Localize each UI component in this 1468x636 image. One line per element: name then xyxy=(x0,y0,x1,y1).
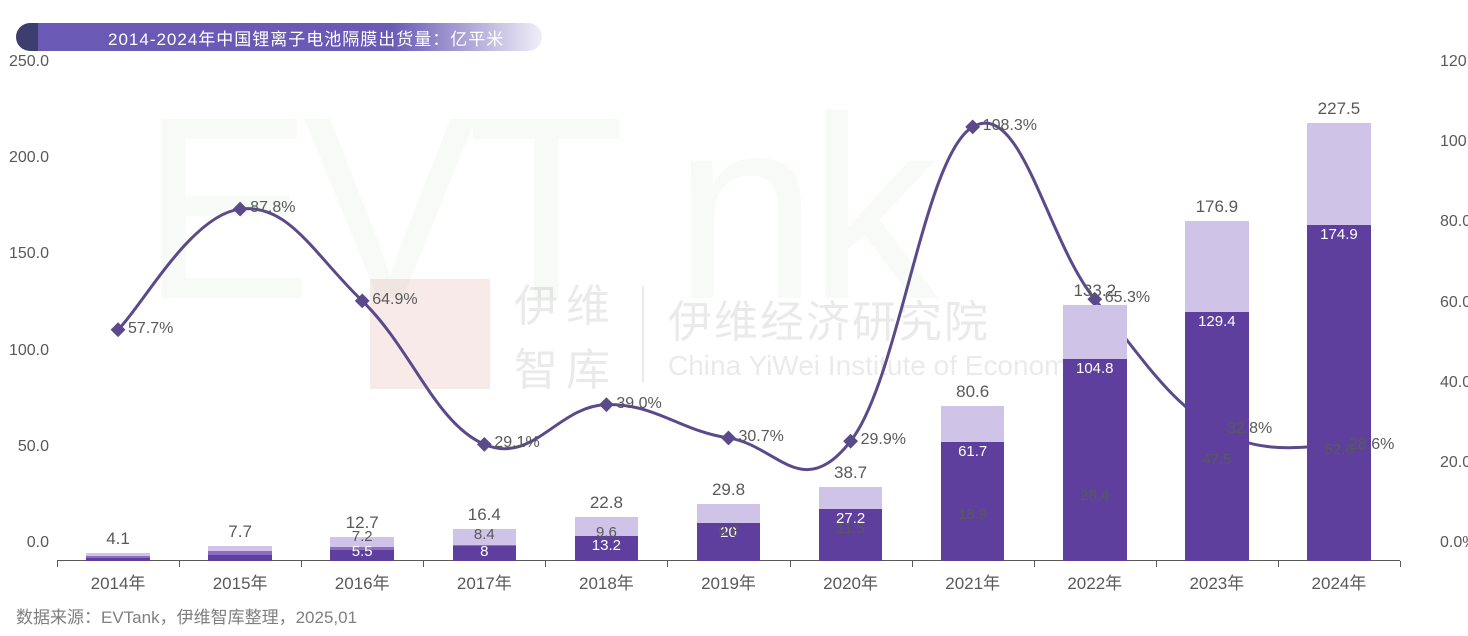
line-value-label: 65.3% xyxy=(1105,289,1150,307)
bar-label-total: 38.7 xyxy=(834,463,867,483)
line-value-label: 29.9% xyxy=(861,431,906,449)
x-tick xyxy=(1400,561,1401,567)
bar-label-dark: 8 xyxy=(480,543,488,560)
y1-tick-label: 50.0 xyxy=(18,438,49,456)
x-tick xyxy=(790,561,791,567)
bar-segment-dark xyxy=(86,558,149,561)
y2-tick-label: 0.0% xyxy=(1440,534,1468,552)
line-marker xyxy=(600,399,612,411)
x-tick xyxy=(545,561,546,567)
line-value-label: 30.7% xyxy=(739,428,784,446)
y1-tick-label: 250.0 xyxy=(9,53,49,71)
chart-source: 数据来源：EVTank，伊维智库整理，2025,01 xyxy=(16,603,357,628)
y1-tick-label: 100.0 xyxy=(9,342,49,360)
x-category-label: 2022年 xyxy=(1067,569,1122,594)
bar-segment-dark xyxy=(208,555,271,561)
y1-tick-label: 150.0 xyxy=(9,245,49,263)
bar-segment-dark xyxy=(1307,225,1370,562)
x-tick xyxy=(1034,561,1035,567)
bar-label-total: 7.7 xyxy=(228,522,252,542)
title-accent xyxy=(16,23,38,51)
line-marker xyxy=(478,438,490,450)
y2-tick-label: 120.0% xyxy=(1440,53,1468,71)
x-category-label: 2018年 xyxy=(579,569,634,594)
chart-title: 2014-2024年中国锂离子电池隔膜出货量：亿平米 xyxy=(108,25,504,50)
bar-segment-dark xyxy=(1063,359,1126,561)
bar-label-total: 80.6 xyxy=(956,382,989,402)
line-value-label: 29.1% xyxy=(494,434,539,452)
bar-label-total: 176.9 xyxy=(1196,197,1239,217)
x-tick xyxy=(179,561,180,567)
bar-label-mid: 9.8 xyxy=(718,523,739,540)
line-value-label: 108.3% xyxy=(983,117,1037,135)
x-category-label: 2021年 xyxy=(945,569,1000,594)
y2-tick-label: 60.0% xyxy=(1440,294,1468,312)
growth-line xyxy=(118,123,1339,469)
bar-label-dark: 104.8 xyxy=(1076,360,1114,377)
x-category-label: 2014年 xyxy=(91,569,146,594)
plot-area: 0.050.0100.0150.0200.0250.00.0%20.0%40.0… xyxy=(57,80,1400,561)
y2-tick-label: 20.0% xyxy=(1440,454,1468,472)
x-tick xyxy=(423,561,424,567)
bar-label-mid: 11.5 xyxy=(837,520,865,537)
line-value-label: 87.8% xyxy=(250,199,295,217)
x-tick xyxy=(912,561,913,567)
x-category-label: 2019年 xyxy=(701,569,756,594)
line-value-label: 39.0% xyxy=(616,395,661,413)
x-tick xyxy=(57,561,58,567)
bar-label-total: 22.8 xyxy=(590,493,623,513)
x-category-label: 2016年 xyxy=(335,569,390,594)
line-value-label: 28.6% xyxy=(1349,436,1394,454)
bar-label-mid: 47.5 xyxy=(1202,451,1231,468)
bar-label-total: 4.1 xyxy=(106,529,130,549)
line-value-label: 57.7% xyxy=(128,320,173,338)
y2-tick-label: 100.0% xyxy=(1440,133,1468,151)
chart-title-container: 2014-2024年中国锂离子电池隔膜出货量：亿平米 xyxy=(16,23,542,51)
x-category-label: 2024年 xyxy=(1312,569,1367,594)
bar-label-dark: 61.7 xyxy=(958,443,987,460)
y1-tick-label: 200.0 xyxy=(9,149,49,167)
x-tick xyxy=(1278,561,1279,567)
bar-label-total: 12.7 xyxy=(346,513,379,533)
x-tick xyxy=(1156,561,1157,567)
bar-label-total: 16.4 xyxy=(468,505,501,525)
y2-tick-label: 40.0% xyxy=(1440,374,1468,392)
x-category-label: 2015年 xyxy=(213,569,268,594)
bar-label-dark: 129.4 xyxy=(1198,313,1236,330)
title-pill: 2014-2024年中国锂离子电池隔膜出货量：亿平米 xyxy=(38,23,542,51)
bar-label-total: 227.5 xyxy=(1318,99,1361,119)
bar-label-mid: 28.4 xyxy=(1080,487,1109,504)
bar-label-mid: 18.9 xyxy=(958,506,987,523)
x-tick xyxy=(667,561,668,567)
bar-label-mid: 9.6 xyxy=(596,524,617,541)
bar-label-total: 29.8 xyxy=(712,480,745,500)
x-tick xyxy=(301,561,302,567)
bar-label-dark: 174.9 xyxy=(1320,226,1358,243)
line-value-label: 32.8% xyxy=(1227,420,1272,438)
y2-tick-label: 80.0% xyxy=(1440,213,1468,231)
x-category-label: 2017年 xyxy=(457,569,512,594)
line-marker xyxy=(723,432,735,444)
bar-label-dark: 5.5 xyxy=(352,543,373,560)
y1-tick-label: 0.0 xyxy=(27,534,49,552)
bar-label-mid: 8.4 xyxy=(474,526,495,543)
x-category-label: 2020年 xyxy=(823,569,878,594)
x-category-label: 2023年 xyxy=(1189,569,1244,594)
line-marker xyxy=(234,203,246,215)
line-value-label: 64.9% xyxy=(372,291,417,309)
